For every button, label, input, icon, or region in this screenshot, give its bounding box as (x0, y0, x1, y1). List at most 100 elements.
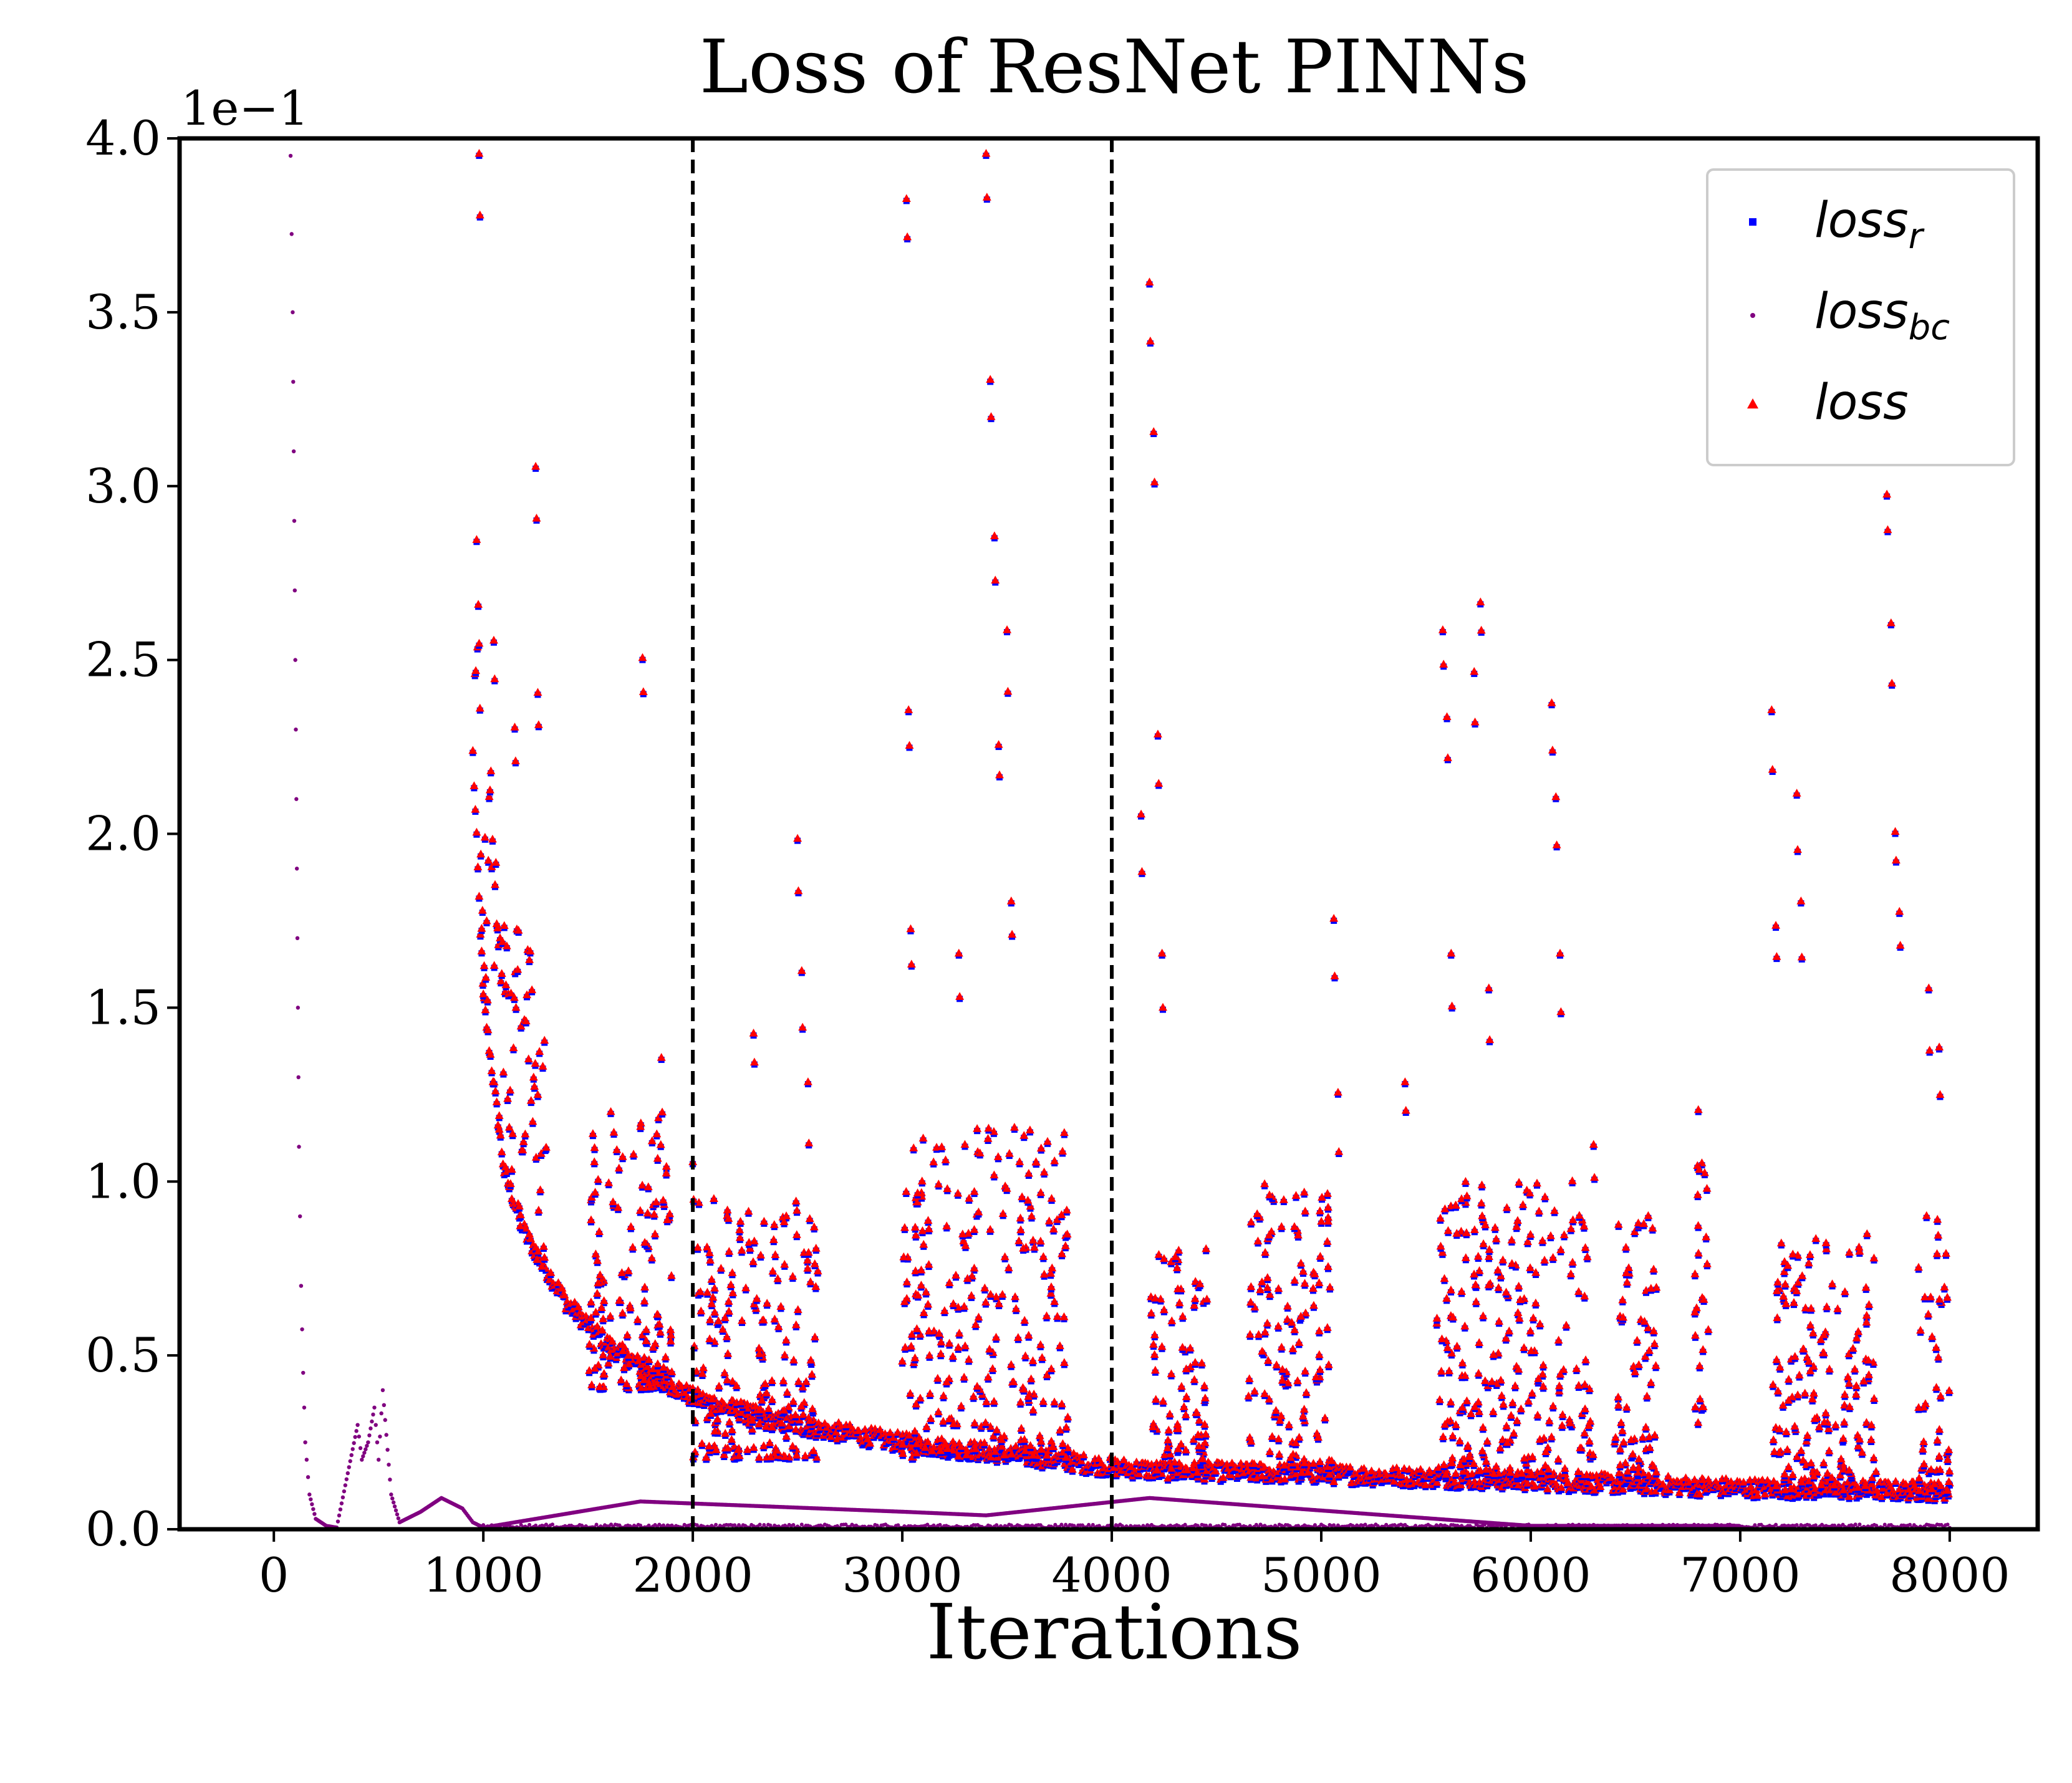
loss-point (643, 1362, 652, 1370)
loss-point (955, 1329, 964, 1337)
loss-point (703, 1413, 712, 1421)
loss-point (644, 1355, 653, 1363)
loss-point (737, 1246, 746, 1254)
loss-point (791, 1196, 801, 1204)
loss-point (1392, 1463, 1401, 1471)
loss-point (585, 1366, 594, 1374)
loss-point (667, 1330, 676, 1338)
loss-point (1739, 1478, 1748, 1486)
loss-point (588, 1129, 597, 1137)
loss-point (769, 1235, 778, 1243)
loss-point (1036, 1143, 1046, 1152)
loss-point (733, 1445, 743, 1453)
loss-point (705, 1248, 714, 1256)
loss-point (663, 1215, 672, 1223)
loss-point (915, 1330, 925, 1338)
loss-point (586, 1313, 595, 1322)
loss-point (1901, 1479, 1911, 1487)
loss-point (640, 1296, 649, 1305)
loss-point (938, 1416, 948, 1425)
loss-point (970, 1418, 980, 1426)
loss-point (1038, 1353, 1047, 1362)
loss-point (614, 1163, 624, 1172)
loss-point (599, 1314, 608, 1322)
loss-point (652, 1197, 661, 1206)
loss-point (780, 1350, 789, 1358)
loss-point (798, 1382, 807, 1391)
loss-point (604, 1178, 614, 1186)
loss-point (1061, 1241, 1070, 1249)
loss-point (722, 1332, 731, 1340)
loss-point (846, 1420, 855, 1428)
loss-point (662, 1168, 671, 1177)
loss-point (795, 1415, 804, 1424)
loss-point (1049, 1224, 1058, 1233)
loss-point (771, 1250, 780, 1258)
loss-point (813, 1266, 822, 1275)
loss-point (720, 1368, 730, 1377)
loss-point (626, 1222, 635, 1231)
loss-point (953, 1343, 963, 1351)
loss-point (809, 1446, 818, 1454)
loss-point (993, 1152, 1003, 1160)
loss-point (624, 1350, 633, 1359)
loss-point (647, 1136, 657, 1145)
loss-point (506, 1179, 515, 1188)
loss-point (594, 1175, 603, 1183)
loss-point (709, 1194, 718, 1202)
loss-point (633, 1351, 642, 1360)
loss-point (769, 1220, 779, 1228)
loss-point (586, 1297, 595, 1306)
loss-point (799, 1410, 808, 1418)
loss-point (1062, 1423, 1071, 1431)
loss-point (919, 1239, 928, 1248)
loss-point (971, 1444, 980, 1453)
loss-point (781, 1335, 791, 1344)
plot-area (177, 136, 2040, 1532)
loss-point (656, 1327, 665, 1336)
loss-point (666, 1336, 675, 1345)
loss-point (618, 1152, 627, 1160)
loss-point (1618, 1484, 1627, 1493)
loss-point (811, 1244, 821, 1252)
loss-point (801, 1377, 811, 1385)
loss-point (1659, 1479, 1668, 1488)
loss-point (789, 1355, 798, 1364)
loss-point (973, 1124, 982, 1132)
loss-point (1164, 1473, 1173, 1482)
loss-point (470, 781, 479, 789)
loss-point (1026, 1374, 1036, 1383)
loss-point (653, 1153, 662, 1162)
loss-point (1046, 1289, 1056, 1297)
loss-point (623, 1330, 632, 1338)
loss-point (774, 1322, 783, 1330)
loss-point (720, 1313, 730, 1322)
loss-point (737, 1315, 746, 1324)
loss-point (595, 1227, 604, 1235)
loss-point (708, 1292, 718, 1301)
loss-point (710, 1307, 720, 1316)
loss-point (658, 1195, 668, 1204)
loss-point (831, 1427, 841, 1436)
loss-point (911, 1230, 920, 1239)
loss-point (761, 1379, 770, 1387)
loss-point (1397, 1471, 1407, 1479)
loss-point (604, 1358, 613, 1367)
loss-point (595, 1270, 605, 1279)
loss-point (1218, 1473, 1228, 1481)
loss-point (803, 1256, 812, 1264)
loss-point (779, 1376, 788, 1385)
loss-point (752, 1294, 761, 1302)
loss-point (590, 1143, 599, 1151)
loss-point (642, 1325, 651, 1334)
loss-point (1359, 1464, 1369, 1472)
loss-point (636, 1118, 645, 1127)
loss-point (643, 1182, 653, 1191)
loss-point (640, 1375, 649, 1383)
loss-point (865, 1438, 875, 1447)
loss-point (776, 1302, 786, 1310)
loss-point (705, 1441, 714, 1449)
loss-point (933, 1373, 942, 1382)
loss-point (754, 1419, 764, 1428)
